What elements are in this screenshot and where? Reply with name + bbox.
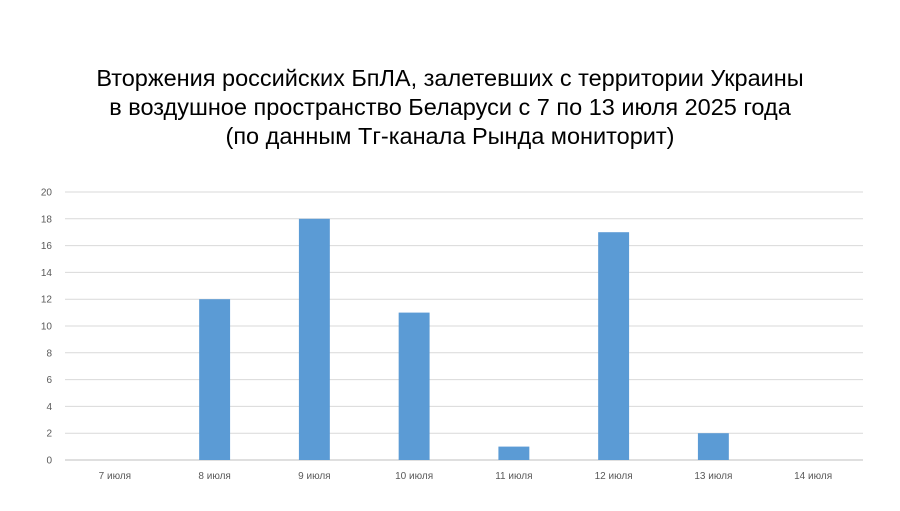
x-tick-label-1: 7 июля	[99, 471, 131, 482]
chart-title-line-1: Вторжения российских БпЛА, залетевших с …	[96, 65, 804, 91]
y-tick-label-18: 18	[41, 214, 53, 225]
x-tick-label-2: 8 июля	[198, 471, 230, 482]
y-tick-label-6: 6	[46, 375, 52, 386]
bar-6	[598, 232, 630, 460]
x-tick-label-6: 12 июля	[595, 471, 633, 482]
y-tick-label-2: 2	[46, 429, 52, 440]
y-tick-label-20: 20	[41, 188, 53, 199]
bar-2	[199, 299, 231, 460]
y-tick-label-12: 12	[41, 295, 53, 306]
chart-title-line-3: (по данным Тг-канала Рында мониторит)	[225, 123, 675, 149]
y-tick-label-8: 8	[46, 348, 52, 359]
bar-5	[498, 446, 530, 460]
y-tick-label-4: 4	[46, 402, 52, 413]
chart-title-line-2: в воздушное пространство Беларуси с 7 по…	[109, 94, 791, 120]
x-tick-label-5: 11 июля	[495, 471, 532, 482]
bar-7	[697, 433, 729, 460]
y-tick-label-10: 10	[41, 322, 53, 333]
y-tick-label-0: 0	[46, 456, 52, 467]
bar-3	[298, 218, 330, 460]
x-tick-label-7: 13 июля	[694, 471, 732, 482]
x-tick-label-8: 14 июля	[794, 471, 832, 482]
chart-title: Вторжения российских БпЛА, залетевших с …	[0, 64, 900, 151]
x-tick-label-3: 9 июля	[298, 471, 330, 482]
x-tick-label-4: 10 июля	[395, 471, 433, 482]
y-tick-label-16: 16	[41, 241, 53, 252]
bar-4	[398, 312, 430, 460]
y-tick-label-14: 14	[41, 268, 53, 279]
